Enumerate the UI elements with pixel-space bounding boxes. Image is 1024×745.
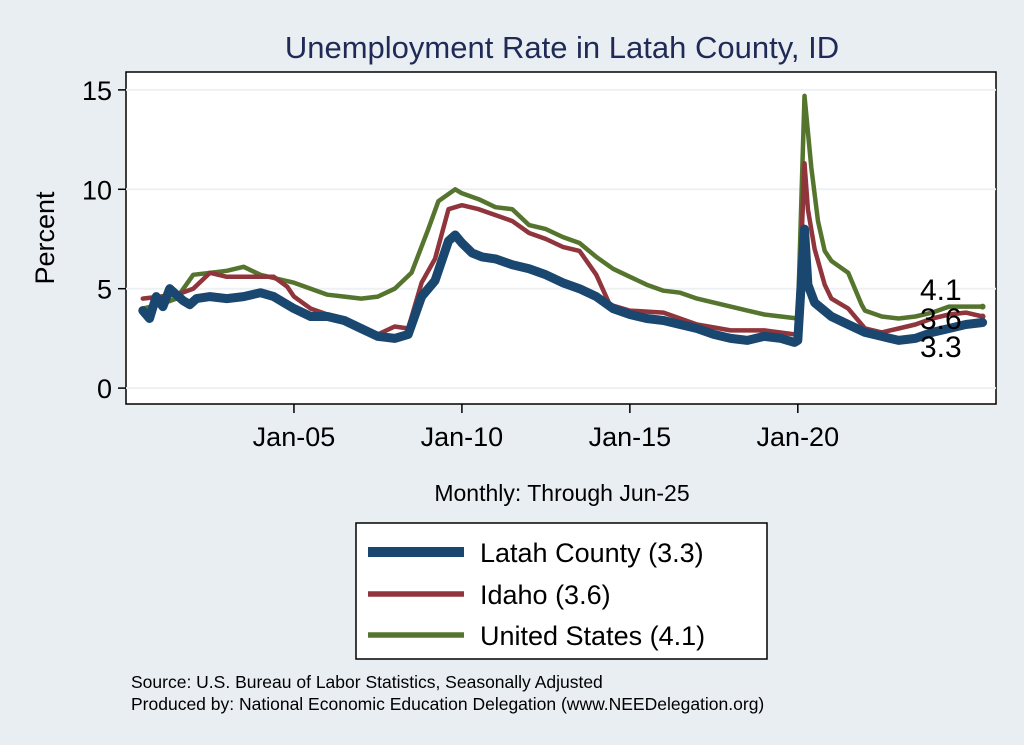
x-tick-label: Jan-20 — [757, 422, 840, 452]
series-endpoint-1 — [979, 313, 986, 320]
end-label: 3.6 — [920, 303, 962, 336]
produced-by-line: Produced by: National Economic Education… — [131, 694, 764, 714]
x-axis-label: Monthly: Through Jun-25 — [434, 480, 689, 506]
legend-label: Latah County (3.3) — [480, 538, 704, 568]
gridlines — [126, 88, 996, 390]
end-labels: 4.13.63.3 — [920, 274, 962, 364]
chart-title: Unemployment Rate in Latah County, ID — [285, 30, 839, 65]
y-tick-label: 5 — [97, 275, 112, 305]
x-tick-label: Jan-05 — [253, 422, 336, 452]
series-line-1 — [140, 161, 985, 337]
x-tick-label: Jan-10 — [421, 422, 504, 452]
end-label: 4.1 — [920, 274, 962, 307]
y-axis: 0 5 10 15 — [82, 76, 126, 404]
y-tick-label: 0 — [97, 374, 112, 404]
x-tick-label: Jan-15 — [589, 422, 672, 452]
series-endpoint-0 — [979, 319, 986, 326]
series-line-2 — [140, 93, 985, 321]
series-endpoint-2 — [979, 303, 986, 310]
source-line: Source: U.S. Bureau of Labor Statistics,… — [131, 672, 603, 692]
legend-label: United States (4.1) — [480, 621, 705, 651]
legend-label: Idaho (3.6) — [480, 580, 611, 610]
y-axis-label: Percent — [30, 191, 60, 285]
series-line-0 — [138, 224, 988, 347]
y-tick-label: 10 — [82, 175, 112, 205]
legend-items: Latah County (3.3) Idaho (3.6) United Stat… — [368, 538, 705, 651]
series-lines — [138, 93, 988, 347]
end-label: 3.3 — [920, 331, 962, 364]
x-axis: Jan-05 Jan-10 Jan-15 Jan-20 — [253, 404, 839, 452]
y-tick-label: 15 — [82, 76, 112, 106]
